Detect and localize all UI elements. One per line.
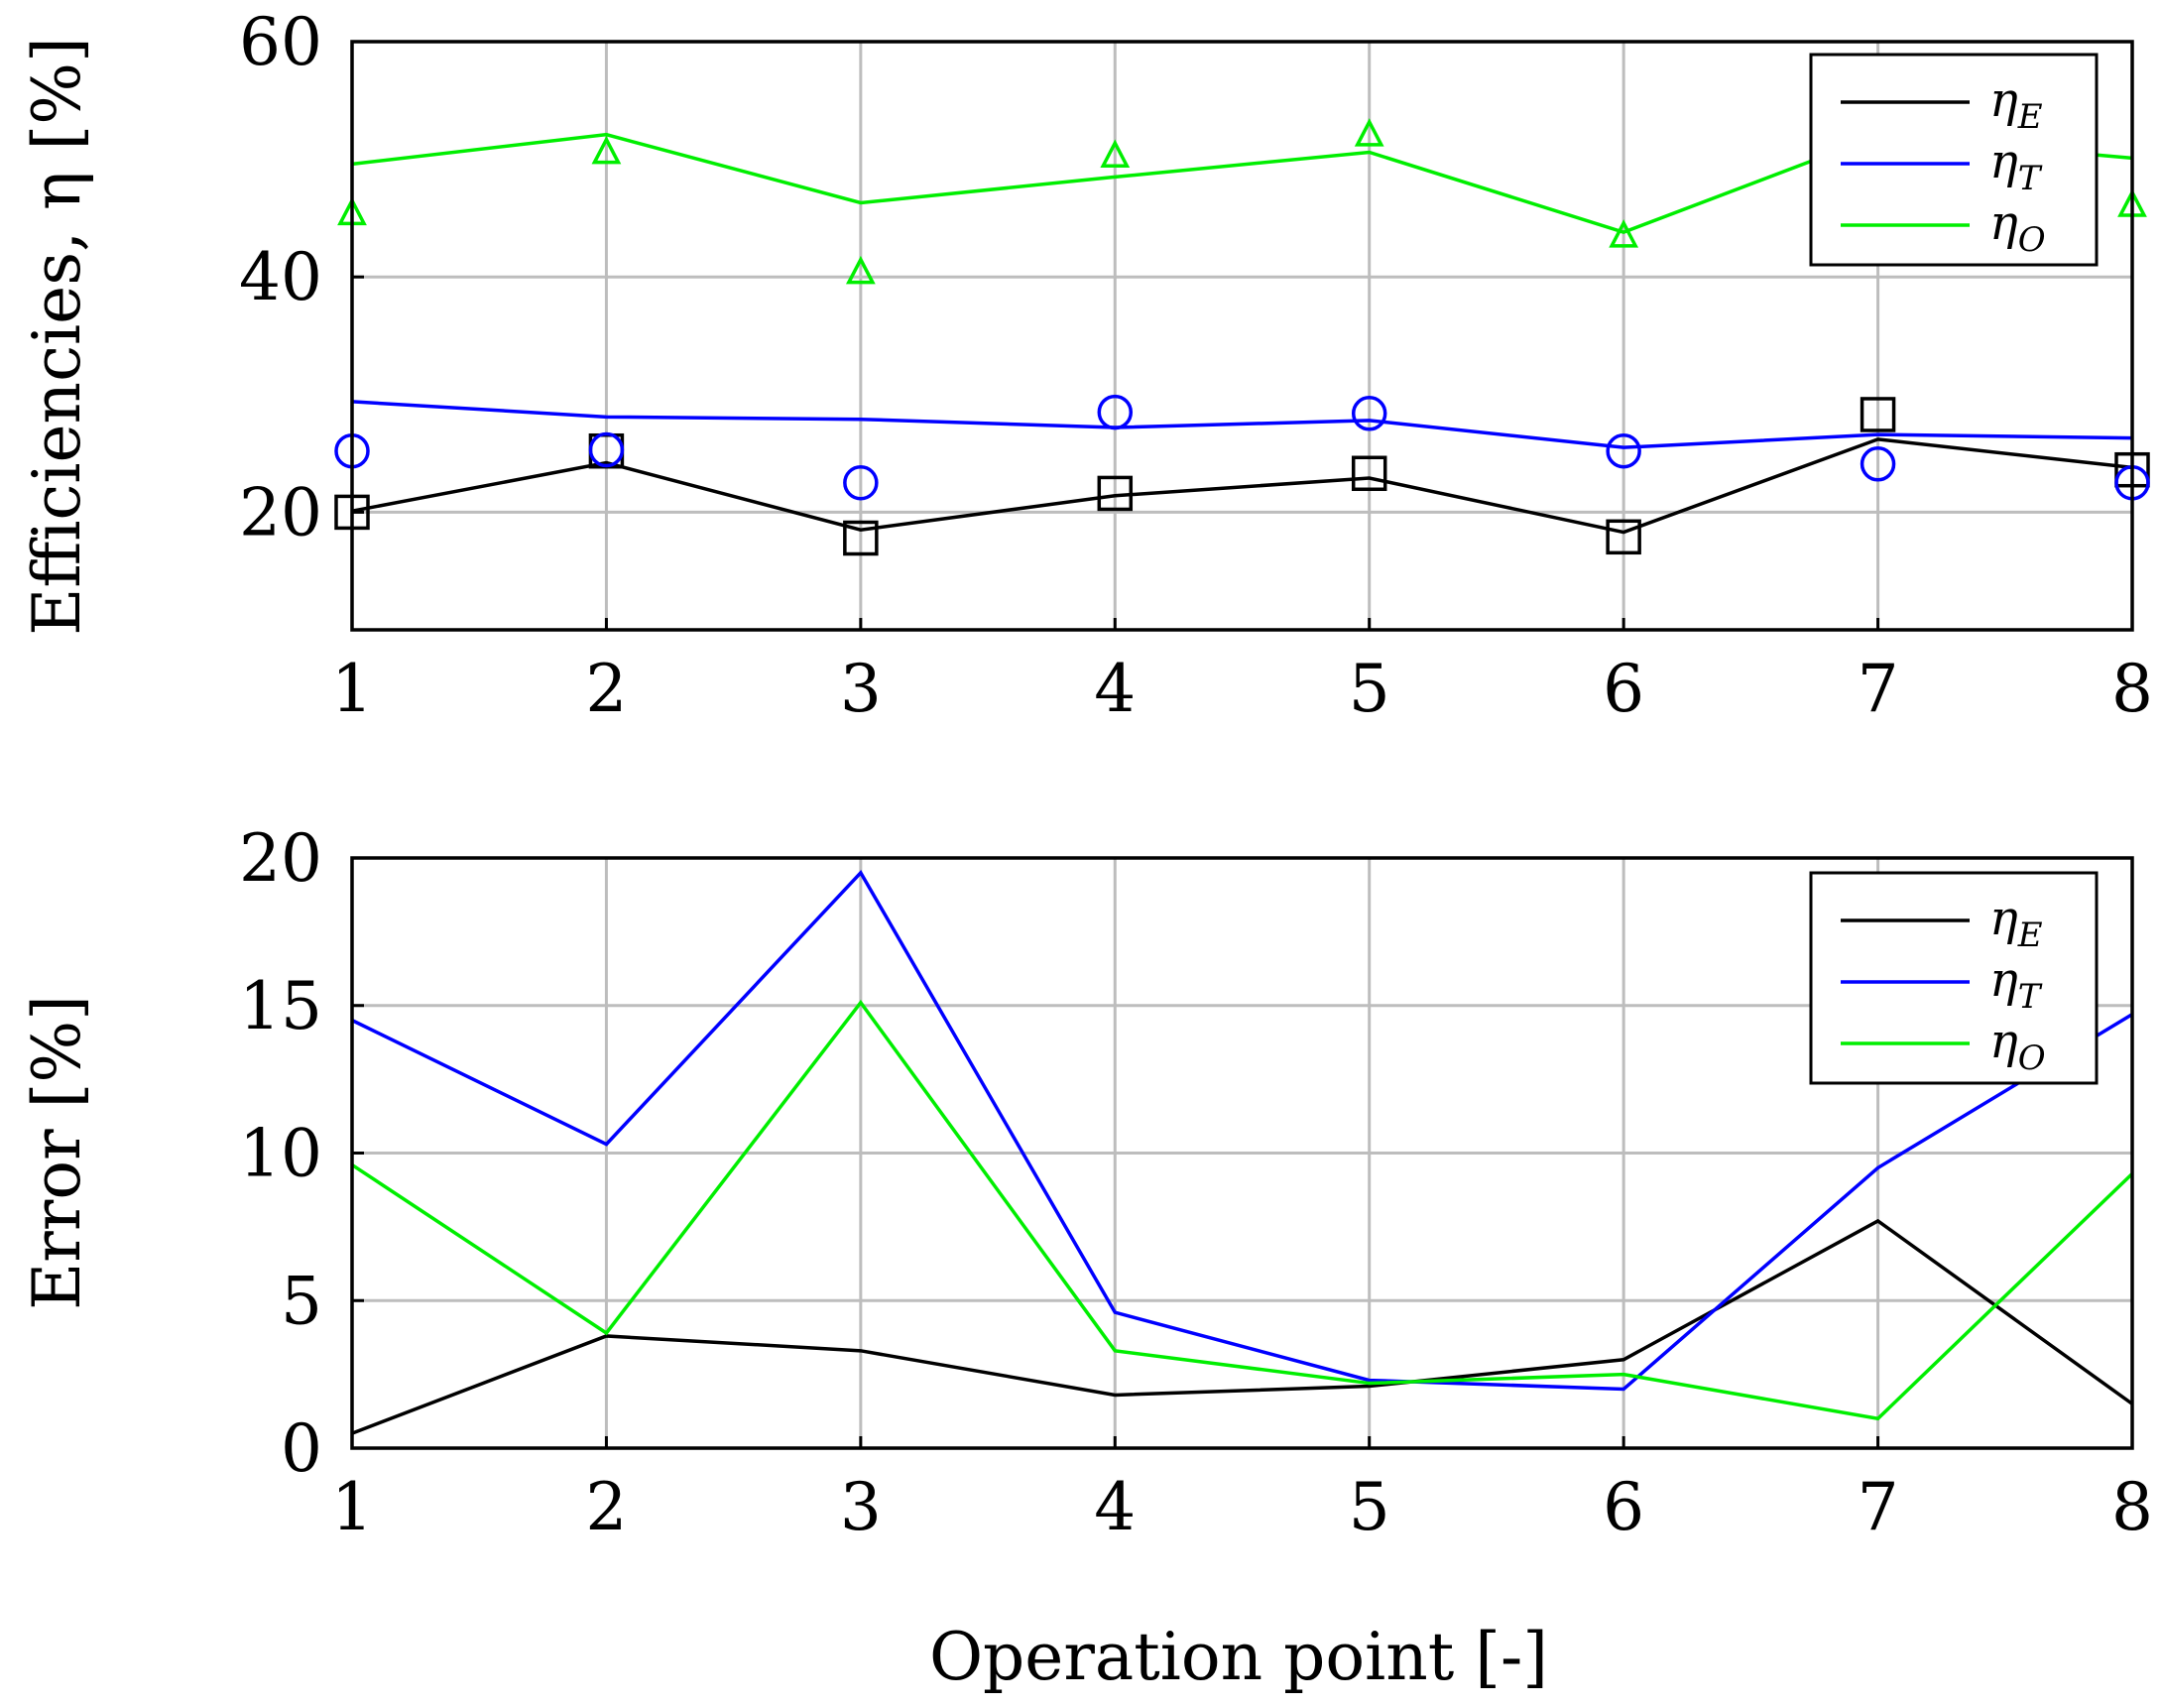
x-tick-label: 7: [1858, 651, 1899, 727]
legend-subscript: E: [2017, 97, 2043, 137]
legend-subscript: O: [2018, 220, 2046, 260]
y-tick-label: 15: [239, 968, 322, 1044]
marker-triangle: [1609, 219, 1639, 248]
x-tick-label: 4: [1094, 651, 1136, 727]
series-line-eta-T: [351, 869, 2133, 1392]
marker-square: [1351, 455, 1387, 492]
x-tick-label: 4: [1094, 1469, 1136, 1545]
x-tick-label: 5: [1349, 1469, 1390, 1545]
legend-label-eta-T: ηT: [1989, 952, 2043, 1017]
y-tick-label: 20: [239, 820, 322, 897]
series-line-eta-T: [351, 400, 2133, 449]
y-tick-label: 60: [239, 4, 322, 80]
marker-triangle: [591, 135, 622, 165]
series-line-eta-O: [351, 999, 2134, 1421]
x-tick-label: 5: [1349, 651, 1390, 727]
y-axis-label: Efficiencies, η [%]: [19, 37, 95, 636]
marker-triangle: [1100, 139, 1131, 168]
x-tick-label: 3: [840, 651, 882, 727]
x-tick-label: 7: [1858, 1469, 1899, 1545]
x-tick-label: 6: [1603, 651, 1644, 727]
marker-circle: [1351, 396, 1387, 431]
x-tick-label: 8: [2111, 1469, 2153, 1545]
x-tick-label: 1: [331, 651, 373, 727]
x-tick-label: 3: [840, 1469, 882, 1545]
y-tick-label: 5: [281, 1263, 322, 1339]
legend-label-eta-T: ηT: [1989, 134, 2043, 198]
y-tick-label: 40: [239, 239, 322, 315]
marker-triangle: [845, 255, 876, 285]
legend-subscript: O: [2018, 1038, 2046, 1078]
marker-square: [1097, 475, 1134, 512]
marker-square: [1860, 397, 1896, 432]
marker-square: [843, 520, 879, 556]
series-line-eta-E: [351, 437, 2133, 535]
marker-triangle: [1354, 118, 1384, 147]
y-tick-label: 20: [239, 474, 322, 550]
marker-circle: [1860, 446, 1896, 482]
marker-circle: [1606, 432, 1641, 469]
x-tick-label: 8: [2111, 651, 2153, 727]
x-tick-label: 2: [585, 651, 627, 727]
x-tick-label: 2: [585, 1469, 627, 1545]
marker-square: [1606, 519, 1641, 555]
x-axis-label: Operation point [-]: [929, 1619, 1548, 1695]
x-tick-label: 6: [1603, 1469, 1644, 1545]
legend-label-eta-E: ηE: [1989, 72, 2043, 137]
y-tick-label: 10: [239, 1116, 322, 1192]
marker-circle: [843, 465, 879, 501]
x-tick-label: 1: [331, 1469, 373, 1545]
legend-subscript: T: [2018, 977, 2043, 1017]
marker-circle: [1097, 394, 1134, 430]
legend-box: [1809, 53, 2099, 267]
legend-subscript: T: [2018, 159, 2043, 198]
legend-box: [1809, 871, 2099, 1085]
axes-frame: [350, 40, 2134, 632]
marker-circle: [588, 431, 625, 468]
y-tick-label: 0: [281, 1410, 322, 1487]
y-axis-label: Error [%]: [19, 995, 95, 1310]
legend-subscript: E: [2017, 915, 2043, 955]
series-line-eta-E: [351, 1218, 2134, 1435]
